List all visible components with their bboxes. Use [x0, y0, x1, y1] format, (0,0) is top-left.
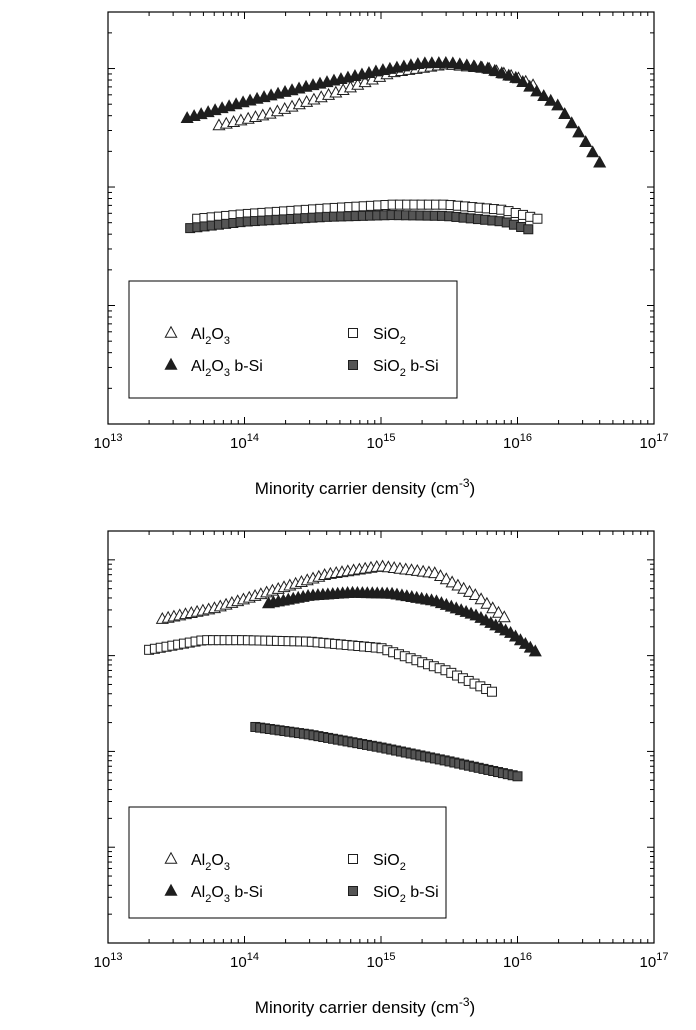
series-triangle-open: [155, 559, 511, 624]
legend-entry: SiO2: [373, 326, 406, 347]
series-square-open: [144, 635, 497, 697]
legend-marker: [348, 328, 358, 338]
data-point: [486, 601, 500, 614]
legend-entry: SiO2 b-Si: [373, 884, 439, 905]
x-tick-label: 1014: [230, 951, 259, 971]
legend-entry: Al2O3 b-Si: [191, 358, 263, 379]
x-tick-label: 1015: [367, 951, 396, 971]
data-point: [572, 125, 586, 138]
x-tick-label: 1015: [367, 432, 396, 452]
legend-marker: [164, 325, 178, 338]
data-point: [523, 79, 537, 92]
legend: Al2O3 SiO2 Al2O3 b-Si SiO2 b-Si: [128, 280, 458, 399]
series-square-open: [192, 199, 543, 224]
data-point: [516, 75, 530, 87]
x-axis-title: Minority carrier density (cm-3): [255, 476, 475, 498]
legend-entry: Al2O3: [191, 852, 230, 873]
data-point: [551, 98, 565, 111]
data-point: [532, 213, 543, 224]
data-point: [565, 116, 579, 129]
legend-entry: Al2O3 b-Si: [191, 884, 263, 905]
x-axis-title: Minority carrier density (cm-3): [255, 995, 475, 1017]
data-point: [530, 84, 544, 97]
legend-marker: [348, 360, 358, 370]
series-square-filled: [185, 210, 534, 235]
x-tick-label: 1017: [640, 951, 669, 971]
data-point: [497, 610, 511, 623]
legend: Al2O3 SiO2 Al2O3 b-Si SiO2 b-Si: [128, 806, 447, 919]
data-point: [468, 588, 482, 601]
x-tick-label: 1014: [230, 432, 259, 452]
x-tick-label: 1016: [503, 432, 532, 452]
data-point: [509, 70, 523, 83]
legend-marker: [164, 883, 178, 896]
legend-entry: SiO2 b-Si: [373, 358, 439, 379]
x-tick-label: 1017: [640, 432, 669, 452]
data-point: [474, 592, 488, 605]
data-point: [528, 644, 542, 657]
data-point: [537, 89, 551, 102]
data-point: [558, 107, 572, 120]
data-point: [586, 145, 600, 158]
series-square-filled: [250, 721, 523, 782]
x-tick-label: 1013: [94, 432, 123, 452]
data-point: [593, 155, 607, 168]
legend-box: [128, 806, 447, 919]
legend-marker: [348, 854, 358, 864]
legend-entry: Al2O3: [191, 326, 230, 347]
data-point: [523, 224, 534, 235]
data-point: [502, 68, 516, 81]
legend-entry: SiO2: [373, 852, 406, 873]
data-point: [491, 605, 506, 618]
legend-marker: [164, 357, 178, 370]
x-tick-label: 1013: [94, 951, 123, 971]
data-point: [544, 93, 558, 106]
chart-panel-b: 1013 1014 1015 1016 1017 Minority carrier den…: [94, 530, 669, 1017]
x-tick-label: 1016: [503, 951, 532, 971]
data-point: [512, 771, 523, 782]
data-point: [488, 63, 502, 76]
chart-panel-a: 1013 1014 1015 1016 1017 Minority carrier den…: [94, 11, 669, 498]
data-point: [579, 135, 593, 148]
legend-box: [128, 280, 458, 399]
data-point: [495, 66, 509, 79]
series-triangle-filled: [180, 55, 607, 168]
data-point: [481, 61, 495, 74]
data-point: [486, 686, 497, 697]
series-triangle-filled: [261, 585, 542, 657]
data-point: [480, 596, 494, 609]
legend-marker: [164, 851, 178, 864]
legend-marker: [348, 886, 358, 896]
